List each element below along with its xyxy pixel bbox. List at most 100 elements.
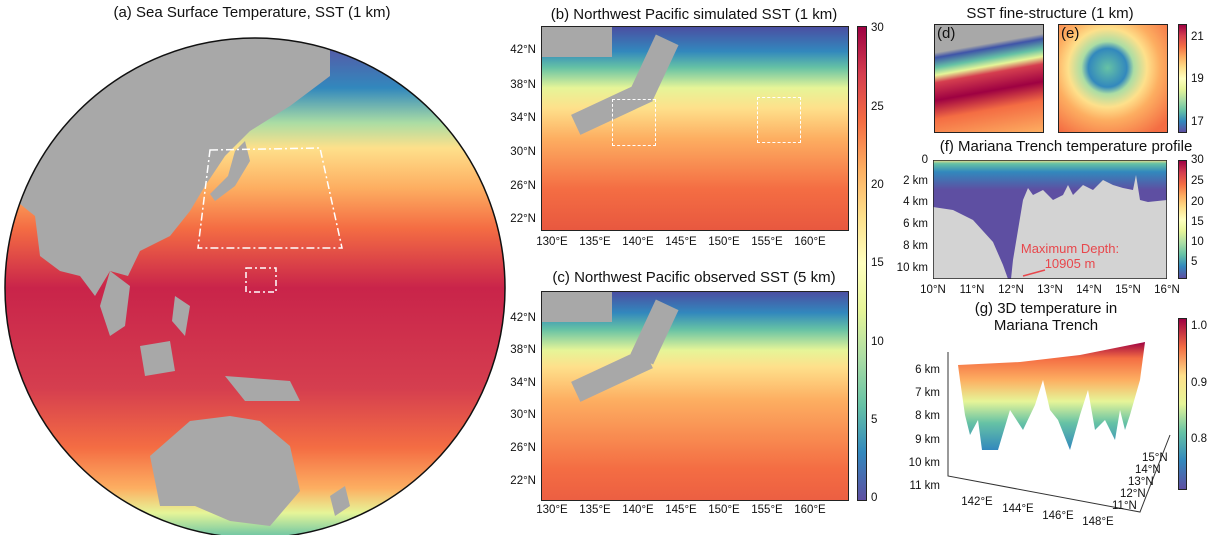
panel-c-lat-tick: 22°N [510, 475, 536, 487]
trench-3d-lon-tick: 142°E [961, 496, 993, 508]
panel-c-lon-tick: 145°E [665, 504, 697, 516]
sst-colorbar-tick: 0 [871, 492, 878, 504]
observed-sst-map [541, 291, 849, 501]
borneo [140, 341, 175, 376]
panel-c-lon-tick: 140°E [622, 504, 654, 516]
sst-colorbar-tick: 30 [871, 22, 884, 34]
profile-depth-tick: 10 km [896, 262, 928, 274]
annotation-arrow [1022, 269, 1046, 277]
trench-3d-lon-tick: 144°E [1002, 503, 1034, 515]
panel-b-lon-tick: 145°E [665, 236, 697, 248]
profile-lat-tick: 12°N [998, 284, 1024, 296]
profile-depth-tick: 2 km [903, 175, 928, 187]
panel-f-title: (f) Mariana Trench temperature profile [939, 138, 1193, 155]
profile-lat-tick: 11°N [959, 284, 985, 296]
trench-3d-lon-tick: 146°E [1042, 510, 1074, 522]
trench-3d-lat-tick: 14°N [1135, 464, 1161, 476]
profile-colorbar-tick: 10 [1191, 236, 1204, 248]
region-d-box [612, 99, 656, 146]
panel-c-lon-tick: 150°E [708, 504, 740, 516]
panel-c-lon-tick: 130°E [536, 504, 568, 516]
profile-colorbar-tick: 30 [1191, 154, 1204, 166]
panel-b-title: (b) Northwest Pacific simulated SST (1 k… [550, 6, 838, 23]
new-zealand [330, 486, 350, 516]
panel-b-lat-tick: 34°N [510, 112, 536, 124]
trench-3d-depth-tick: 7 km [915, 387, 940, 399]
panel-c-lat-tick: 30°N [510, 409, 536, 421]
profile-depth-tick: 4 km [903, 196, 928, 208]
panel-b-lon-tick: 150°E [708, 236, 740, 248]
sst-colorbar-tick: 25 [871, 101, 884, 113]
profile-lat-tick: 15°N [1115, 284, 1141, 296]
fine-colorbar-tick: 17 [1191, 116, 1204, 128]
trench-3d-plot [947, 342, 1171, 513]
trench-3d-depth-tick: 9 km [915, 434, 940, 446]
fine-structure-title: SST fine-structure (1 km) [966, 5, 1134, 22]
region-b-box [197, 147, 343, 249]
panel-b-lat-tick: 42°N [510, 44, 536, 56]
trench-3d-lat-tick: 15°N [1142, 452, 1168, 464]
sst-colorbar [857, 26, 867, 501]
trench-3d-colorbar [1178, 318, 1187, 490]
profile-lat-tick: 13°N [1037, 284, 1063, 296]
panel-b-lat-tick: 38°N [510, 79, 536, 91]
indochina [100, 271, 130, 336]
sst-colorbar-tick: 20 [871, 179, 884, 191]
panel-c-lat-tick: 38°N [510, 344, 536, 356]
australia [150, 416, 300, 526]
max-depth-annotation: Maximum Depth: 10905 m [1021, 241, 1119, 271]
sst-colorbar-tick: 15 [871, 257, 884, 269]
annotation-line1: Maximum Depth: [1020, 241, 1120, 256]
panel-b-lon-tick: 155°E [751, 236, 783, 248]
panel-b-lon-tick: 130°E [536, 236, 568, 248]
trench-profile-plot [933, 160, 1167, 279]
profile-colorbar-tick: 5 [1191, 256, 1198, 268]
profile-lat-tick: 10°N [920, 284, 946, 296]
fine-colorbar [1178, 24, 1187, 133]
profile-colorbar-tick: 15 [1191, 216, 1204, 228]
panel-e-map: (e) [1058, 24, 1168, 133]
panel-c-lon-tick: 155°E [751, 504, 783, 516]
trench-3d-lon-tick: 148°E [1082, 516, 1114, 528]
trench-3d-depth-tick: 6 km [915, 364, 940, 376]
simulated-sst-map [541, 26, 849, 231]
land-korea-china [542, 27, 612, 57]
trench-3d-surface [958, 342, 1145, 450]
trench-3d-depth-tick: 8 km [915, 410, 940, 422]
fine-colorbar-tick: 19 [1191, 73, 1204, 85]
panel-g-title-line1: (g) 3D temperature in [974, 300, 1118, 317]
profile-lat-tick: 16°N [1154, 284, 1180, 296]
panel-b-lat-tick: 22°N [510, 213, 536, 225]
land-japan-honshu [571, 348, 653, 402]
region-d-box [245, 267, 277, 293]
panel-c-lat-tick: 42°N [510, 312, 536, 324]
new-guinea [225, 376, 300, 401]
panel-d-map: (d) [934, 24, 1044, 133]
panel-g-title-line2: Mariana Trench [993, 317, 1099, 334]
panel-c-lon-tick: 135°E [579, 504, 611, 516]
profile-lat-tick: 14°N [1076, 284, 1102, 296]
trench-3d-lat-tick: 13°N [1128, 476, 1154, 488]
profile-colorbar-tick: 20 [1191, 196, 1204, 208]
panel-d-label: (d) [937, 25, 956, 42]
sst-colorbar-tick: 5 [871, 414, 878, 426]
panel-a-title: (a) Sea Surface Temperature, SST (1 km) [113, 4, 391, 21]
panel-c-lon-tick: 160°E [794, 504, 826, 516]
panel-c-lat-tick: 26°N [510, 442, 536, 454]
panel-b-lon-tick: 140°E [622, 236, 654, 248]
seafloor-bathymetry [933, 175, 1167, 279]
trench-3d-colorbar-tick: 0.9 [1191, 377, 1207, 389]
trench-3d-depth-tick: 10 km [908, 457, 940, 469]
region-e-box [757, 97, 801, 143]
panel-c-title: (c) Northwest Pacific observed SST (5 km… [552, 269, 836, 286]
panel-b-lon-tick: 160°E [794, 236, 826, 248]
sst-colorbar-tick: 10 [871, 336, 884, 348]
panel-b-lat-tick: 30°N [510, 146, 536, 158]
profile-colorbar-tick: 25 [1191, 175, 1204, 187]
profile-depth-tick: 6 km [903, 218, 928, 230]
panel-g-title: (g) 3D temperature in Mariana Trench [975, 300, 1118, 334]
panel-c-lat-tick: 34°N [510, 377, 536, 389]
trench-3d-lat-tick: 11°N [1112, 500, 1137, 512]
trench-3d-lat-tick: 12°N [1120, 488, 1146, 500]
